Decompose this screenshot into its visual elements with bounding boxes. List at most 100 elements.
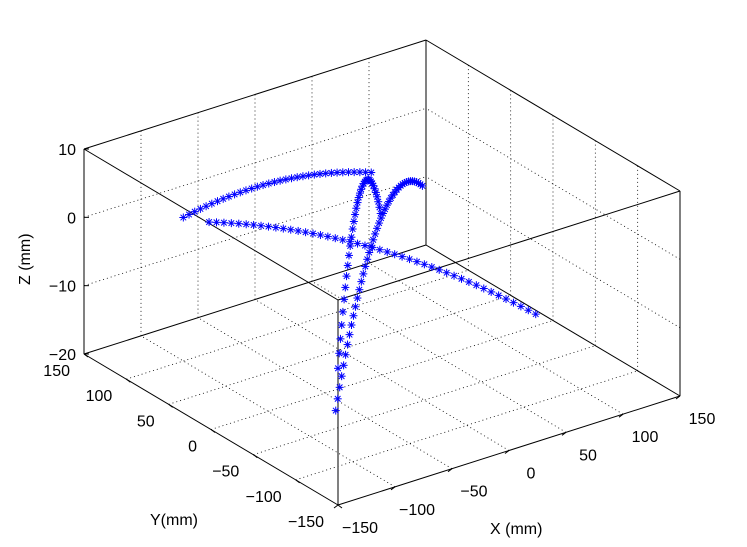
data-point — [524, 306, 533, 315]
data-point — [234, 219, 243, 228]
data-point — [420, 260, 429, 269]
data-point — [190, 207, 199, 216]
axes-box — [83, 39, 681, 506]
floor-grid-line — [368, 262, 624, 415]
y-tick-mark — [253, 454, 258, 459]
data-point — [344, 251, 353, 260]
data-point — [369, 235, 378, 244]
data-point — [205, 218, 214, 227]
data-point — [361, 262, 370, 271]
data-point — [531, 310, 540, 319]
data-point — [457, 274, 466, 283]
data-point — [373, 192, 382, 201]
data-point — [331, 234, 340, 243]
data-point — [346, 241, 355, 250]
z-tick-label: −10 — [49, 279, 76, 296]
y-axis-label: Y(mm) — [150, 512, 198, 529]
data-point — [376, 209, 385, 218]
data-point — [347, 233, 356, 242]
x-axis-label: X (mm) — [490, 521, 542, 538]
data-point — [287, 174, 296, 183]
data-point — [375, 203, 384, 212]
data-point — [343, 340, 352, 349]
data-point — [247, 184, 256, 193]
data-point — [257, 221, 266, 230]
data-point — [516, 302, 525, 311]
data-point — [301, 228, 310, 237]
x-tick-label: 0 — [527, 466, 536, 483]
data-point — [281, 175, 290, 184]
y-tick-label: 100 — [86, 388, 113, 405]
data-point — [230, 190, 239, 199]
data-point — [355, 285, 364, 294]
data-point — [323, 232, 332, 241]
data-point — [343, 261, 352, 270]
data-point — [286, 225, 295, 234]
data-point — [331, 406, 340, 415]
data-point — [271, 223, 280, 232]
z-tick-label: 10 — [58, 142, 76, 159]
y-tick-mark — [168, 403, 173, 408]
data-point — [442, 268, 451, 277]
data-point — [338, 235, 347, 244]
data-point — [335, 383, 344, 392]
data-point — [339, 361, 348, 370]
grid-lines — [83, 58, 681, 488]
data-point — [264, 179, 273, 188]
floor-grid-line — [253, 345, 596, 456]
box-edge — [425, 244, 681, 397]
data-point — [502, 294, 511, 303]
data-point — [236, 188, 245, 197]
data-point — [405, 255, 414, 264]
y-tick-label: 0 — [188, 439, 197, 456]
data-point — [279, 224, 288, 233]
data-point — [179, 213, 188, 222]
data-series — [179, 168, 540, 415]
data-point — [294, 226, 303, 235]
data-point — [371, 229, 380, 238]
x-tick-label: 150 — [689, 411, 716, 428]
data-point — [338, 168, 347, 177]
data-point — [374, 197, 383, 206]
data-point — [341, 350, 350, 359]
x-tick-mark — [447, 468, 453, 473]
data-point — [383, 247, 392, 256]
floor-grid-line — [254, 299, 510, 451]
data-point — [351, 302, 360, 311]
data-point — [418, 181, 427, 190]
data-point — [370, 184, 379, 193]
data-point — [361, 168, 370, 177]
data-point — [365, 248, 374, 257]
data-point — [333, 394, 342, 403]
z-tick-label: −20 — [49, 347, 76, 364]
y-tick-label: −100 — [246, 489, 282, 506]
data-point — [348, 225, 357, 234]
box-edge — [425, 39, 681, 192]
data-point — [270, 178, 279, 187]
x-tick-mark — [504, 450, 510, 454]
floor-grid-line — [140, 335, 396, 488]
data-point — [253, 182, 262, 191]
data-point — [185, 210, 194, 219]
data-point — [293, 173, 302, 182]
data-point — [349, 217, 358, 226]
z-tick-label: 0 — [67, 210, 76, 227]
data-point — [375, 245, 384, 254]
floor-grid-line — [197, 317, 453, 470]
y-tick-mark — [295, 479, 300, 484]
y-tick-label: 150 — [43, 363, 70, 380]
x-tick-label: −50 — [460, 484, 487, 501]
data-point — [212, 218, 221, 227]
data-point — [340, 295, 349, 304]
data-point — [479, 284, 488, 293]
data-point — [357, 277, 366, 286]
data-point — [276, 176, 285, 185]
data-point — [310, 170, 319, 179]
x-tick-label: 100 — [632, 429, 659, 446]
data-point — [241, 186, 250, 195]
data-point — [363, 255, 372, 264]
data-point — [352, 204, 361, 213]
data-point — [337, 372, 346, 381]
data-point — [494, 291, 503, 300]
